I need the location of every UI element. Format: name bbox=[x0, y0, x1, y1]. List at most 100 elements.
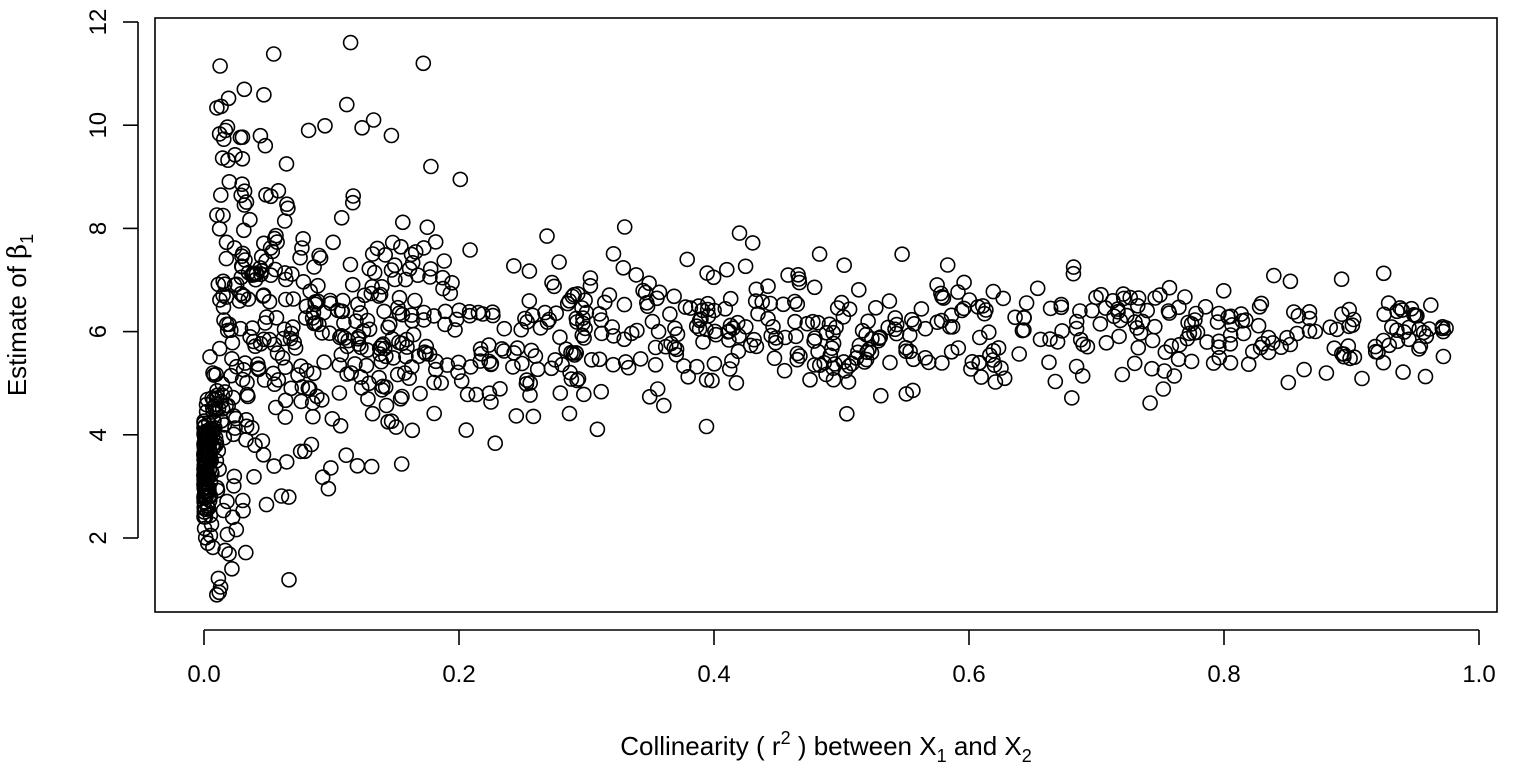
data-point bbox=[265, 46, 282, 62]
data-point bbox=[383, 127, 400, 144]
data-point bbox=[1376, 306, 1392, 323]
data-point bbox=[211, 340, 228, 357]
data-point bbox=[462, 242, 478, 258]
data-point bbox=[537, 304, 553, 321]
data-point bbox=[390, 299, 406, 316]
data-point bbox=[691, 321, 708, 337]
data-point bbox=[439, 357, 456, 373]
data-point bbox=[1282, 336, 1299, 353]
data-point bbox=[227, 147, 243, 163]
data-point bbox=[483, 394, 499, 410]
y-axis-title: Estimate of β1 bbox=[2, 234, 37, 396]
data-point bbox=[1111, 328, 1127, 345]
data-point bbox=[280, 200, 296, 217]
data-point bbox=[295, 231, 311, 247]
data-point bbox=[227, 420, 243, 436]
data-point bbox=[404, 422, 421, 439]
data-point bbox=[201, 424, 218, 441]
data-point bbox=[615, 259, 632, 276]
data-point bbox=[196, 446, 213, 463]
data-point bbox=[679, 251, 696, 268]
data-point bbox=[850, 281, 867, 298]
data-point bbox=[249, 356, 266, 373]
data-point bbox=[1016, 322, 1032, 338]
data-point bbox=[234, 151, 251, 167]
data-point bbox=[278, 156, 295, 172]
data-point bbox=[394, 388, 410, 405]
data-point bbox=[197, 464, 214, 481]
data-point bbox=[383, 262, 400, 278]
data-point bbox=[295, 273, 312, 290]
data-point bbox=[313, 392, 330, 408]
data-point bbox=[693, 311, 709, 327]
data-point bbox=[233, 187, 249, 204]
data-point bbox=[287, 340, 304, 356]
data-point bbox=[219, 316, 235, 333]
data-point bbox=[338, 96, 355, 113]
data-point bbox=[854, 322, 871, 339]
data-point bbox=[1049, 334, 1066, 350]
data-point bbox=[216, 131, 232, 147]
data-point bbox=[218, 234, 235, 251]
data-point bbox=[415, 312, 432, 328]
data-point bbox=[391, 289, 408, 306]
data-point bbox=[481, 353, 497, 370]
data-point bbox=[521, 263, 538, 279]
data-point bbox=[1205, 355, 1222, 371]
data-point bbox=[290, 367, 306, 383]
data-point bbox=[1187, 312, 1203, 328]
data-point bbox=[434, 269, 451, 286]
data-point bbox=[591, 351, 608, 368]
data-point bbox=[1041, 354, 1057, 371]
data-point bbox=[525, 408, 542, 425]
data-point bbox=[218, 250, 235, 267]
data-point bbox=[234, 248, 250, 265]
data-point bbox=[552, 329, 568, 346]
data-point bbox=[760, 278, 776, 295]
data-point bbox=[508, 408, 525, 424]
data-point bbox=[1064, 390, 1080, 406]
data-point bbox=[226, 478, 242, 494]
data-point bbox=[961, 292, 978, 308]
data-point bbox=[748, 338, 765, 355]
data-point bbox=[487, 435, 504, 452]
data-point bbox=[242, 328, 258, 345]
data-point bbox=[641, 275, 657, 292]
data-point bbox=[234, 129, 251, 145]
data-point bbox=[276, 321, 293, 338]
data-point bbox=[872, 387, 889, 404]
data-point bbox=[721, 332, 737, 348]
data-point bbox=[826, 356, 843, 372]
data-point bbox=[688, 358, 705, 375]
data-point bbox=[258, 187, 274, 203]
data-point bbox=[721, 361, 738, 377]
data-point bbox=[1389, 333, 1406, 350]
data-point bbox=[218, 289, 235, 305]
data-point bbox=[628, 267, 645, 283]
data-point bbox=[211, 221, 228, 237]
data-point bbox=[316, 354, 332, 370]
data-point bbox=[623, 325, 640, 342]
data-point bbox=[1088, 289, 1104, 306]
data-point bbox=[1209, 314, 1226, 330]
x-tick-label: 0.2 bbox=[442, 661, 475, 688]
data-point bbox=[387, 271, 403, 288]
data-point bbox=[987, 374, 1004, 390]
data-point bbox=[1068, 358, 1085, 375]
data-point bbox=[325, 234, 341, 251]
data-point bbox=[824, 340, 840, 357]
data-point bbox=[978, 302, 994, 318]
data-point bbox=[238, 544, 254, 561]
data-point bbox=[996, 370, 1013, 387]
data-point bbox=[404, 312, 420, 329]
x-tick-label: 0.0 bbox=[187, 661, 220, 688]
data-point bbox=[724, 352, 740, 369]
data-point bbox=[1018, 295, 1035, 311]
data-point bbox=[539, 228, 555, 244]
data-point bbox=[990, 340, 1007, 356]
data-point bbox=[426, 374, 442, 391]
data-point bbox=[224, 334, 241, 351]
data-point bbox=[281, 571, 297, 588]
data-point bbox=[209, 586, 225, 603]
data-point bbox=[956, 300, 972, 317]
